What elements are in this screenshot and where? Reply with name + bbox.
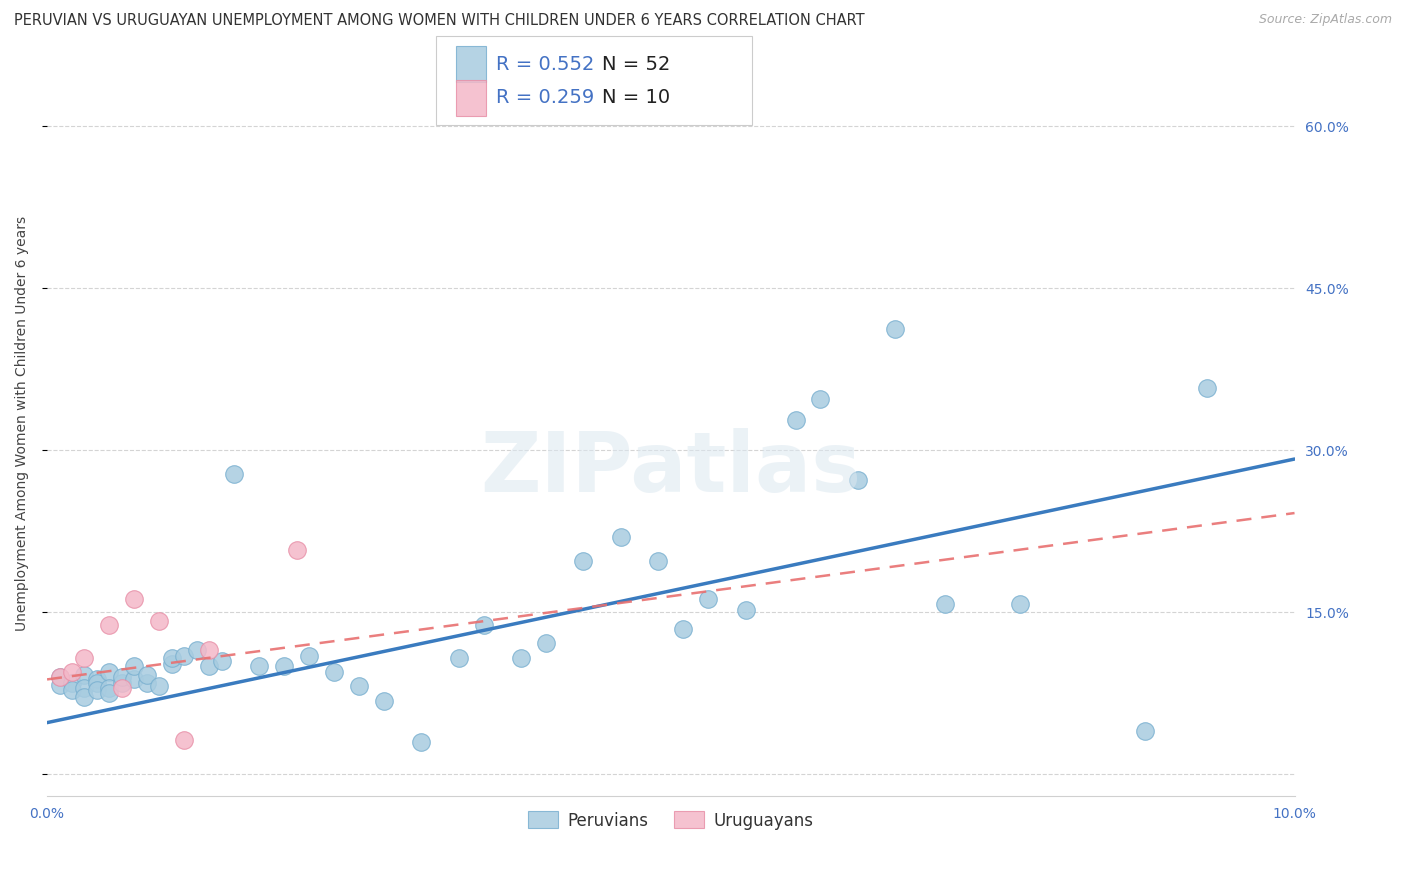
Point [73,690,96,704]
Point [98,618,121,632]
Point [124,673,146,687]
Point [160,657,183,672]
Point [86,675,108,690]
Point [111,681,134,695]
Text: ZIPatlas: ZIPatlas [481,427,862,508]
Point [510,650,533,665]
Text: R = 0.552: R = 0.552 [496,54,595,74]
Point [1133,724,1156,739]
Point [285,542,308,557]
Point [111,670,134,684]
Point [785,413,807,427]
Point [734,603,756,617]
Point [111,675,134,690]
Y-axis label: Unemployment Among Women with Children Under 6 years: Unemployment Among Women with Children U… [15,216,30,631]
Point [373,694,395,708]
Point [124,592,146,607]
Point [447,650,470,665]
Point [48,670,70,684]
Point [572,553,595,567]
Point [884,322,907,336]
Point [60,665,83,679]
Point [135,675,157,690]
Point [73,668,96,682]
Point [186,643,208,657]
Point [173,732,195,747]
Text: PERUVIAN VS URUGUAYAN UNEMPLOYMENT AMONG WOMEN WITH CHILDREN UNDER 6 YEARS CORRE: PERUVIAN VS URUGUAYAN UNEMPLOYMENT AMONG… [14,13,865,29]
Point [124,659,146,673]
Legend: Peruvians, Uruguayans: Peruvians, Uruguayans [522,805,821,836]
Text: R = 0.259: R = 0.259 [496,88,595,107]
Point [98,686,121,700]
Text: N = 52: N = 52 [602,54,671,74]
Point [647,553,669,567]
Point [48,678,70,692]
Point [411,735,433,749]
Point [98,681,121,695]
Point [173,648,195,663]
Point [347,679,370,693]
Point [1010,597,1032,611]
Point [247,659,270,673]
Point [60,683,83,698]
Point [934,597,956,611]
Point [73,681,96,695]
Text: N = 10: N = 10 [602,88,669,107]
Point [1197,381,1219,395]
Point [224,467,246,482]
Point [846,473,869,487]
Point [198,659,221,673]
Point [672,622,695,636]
Point [73,650,96,665]
Point [135,668,157,682]
Point [160,650,183,665]
Point [472,618,495,632]
Point [534,635,557,649]
Point [198,643,221,657]
Point [298,648,321,663]
Point [697,592,720,607]
Point [60,675,83,690]
Point [86,673,108,687]
Text: Source: ZipAtlas.com: Source: ZipAtlas.com [1258,13,1392,27]
Point [148,679,170,693]
Point [273,659,295,673]
Point [86,683,108,698]
Point [211,654,233,668]
Point [610,530,633,544]
Point [148,614,170,628]
Point [98,665,121,679]
Point [810,392,832,406]
Point [323,665,346,679]
Point [48,670,70,684]
